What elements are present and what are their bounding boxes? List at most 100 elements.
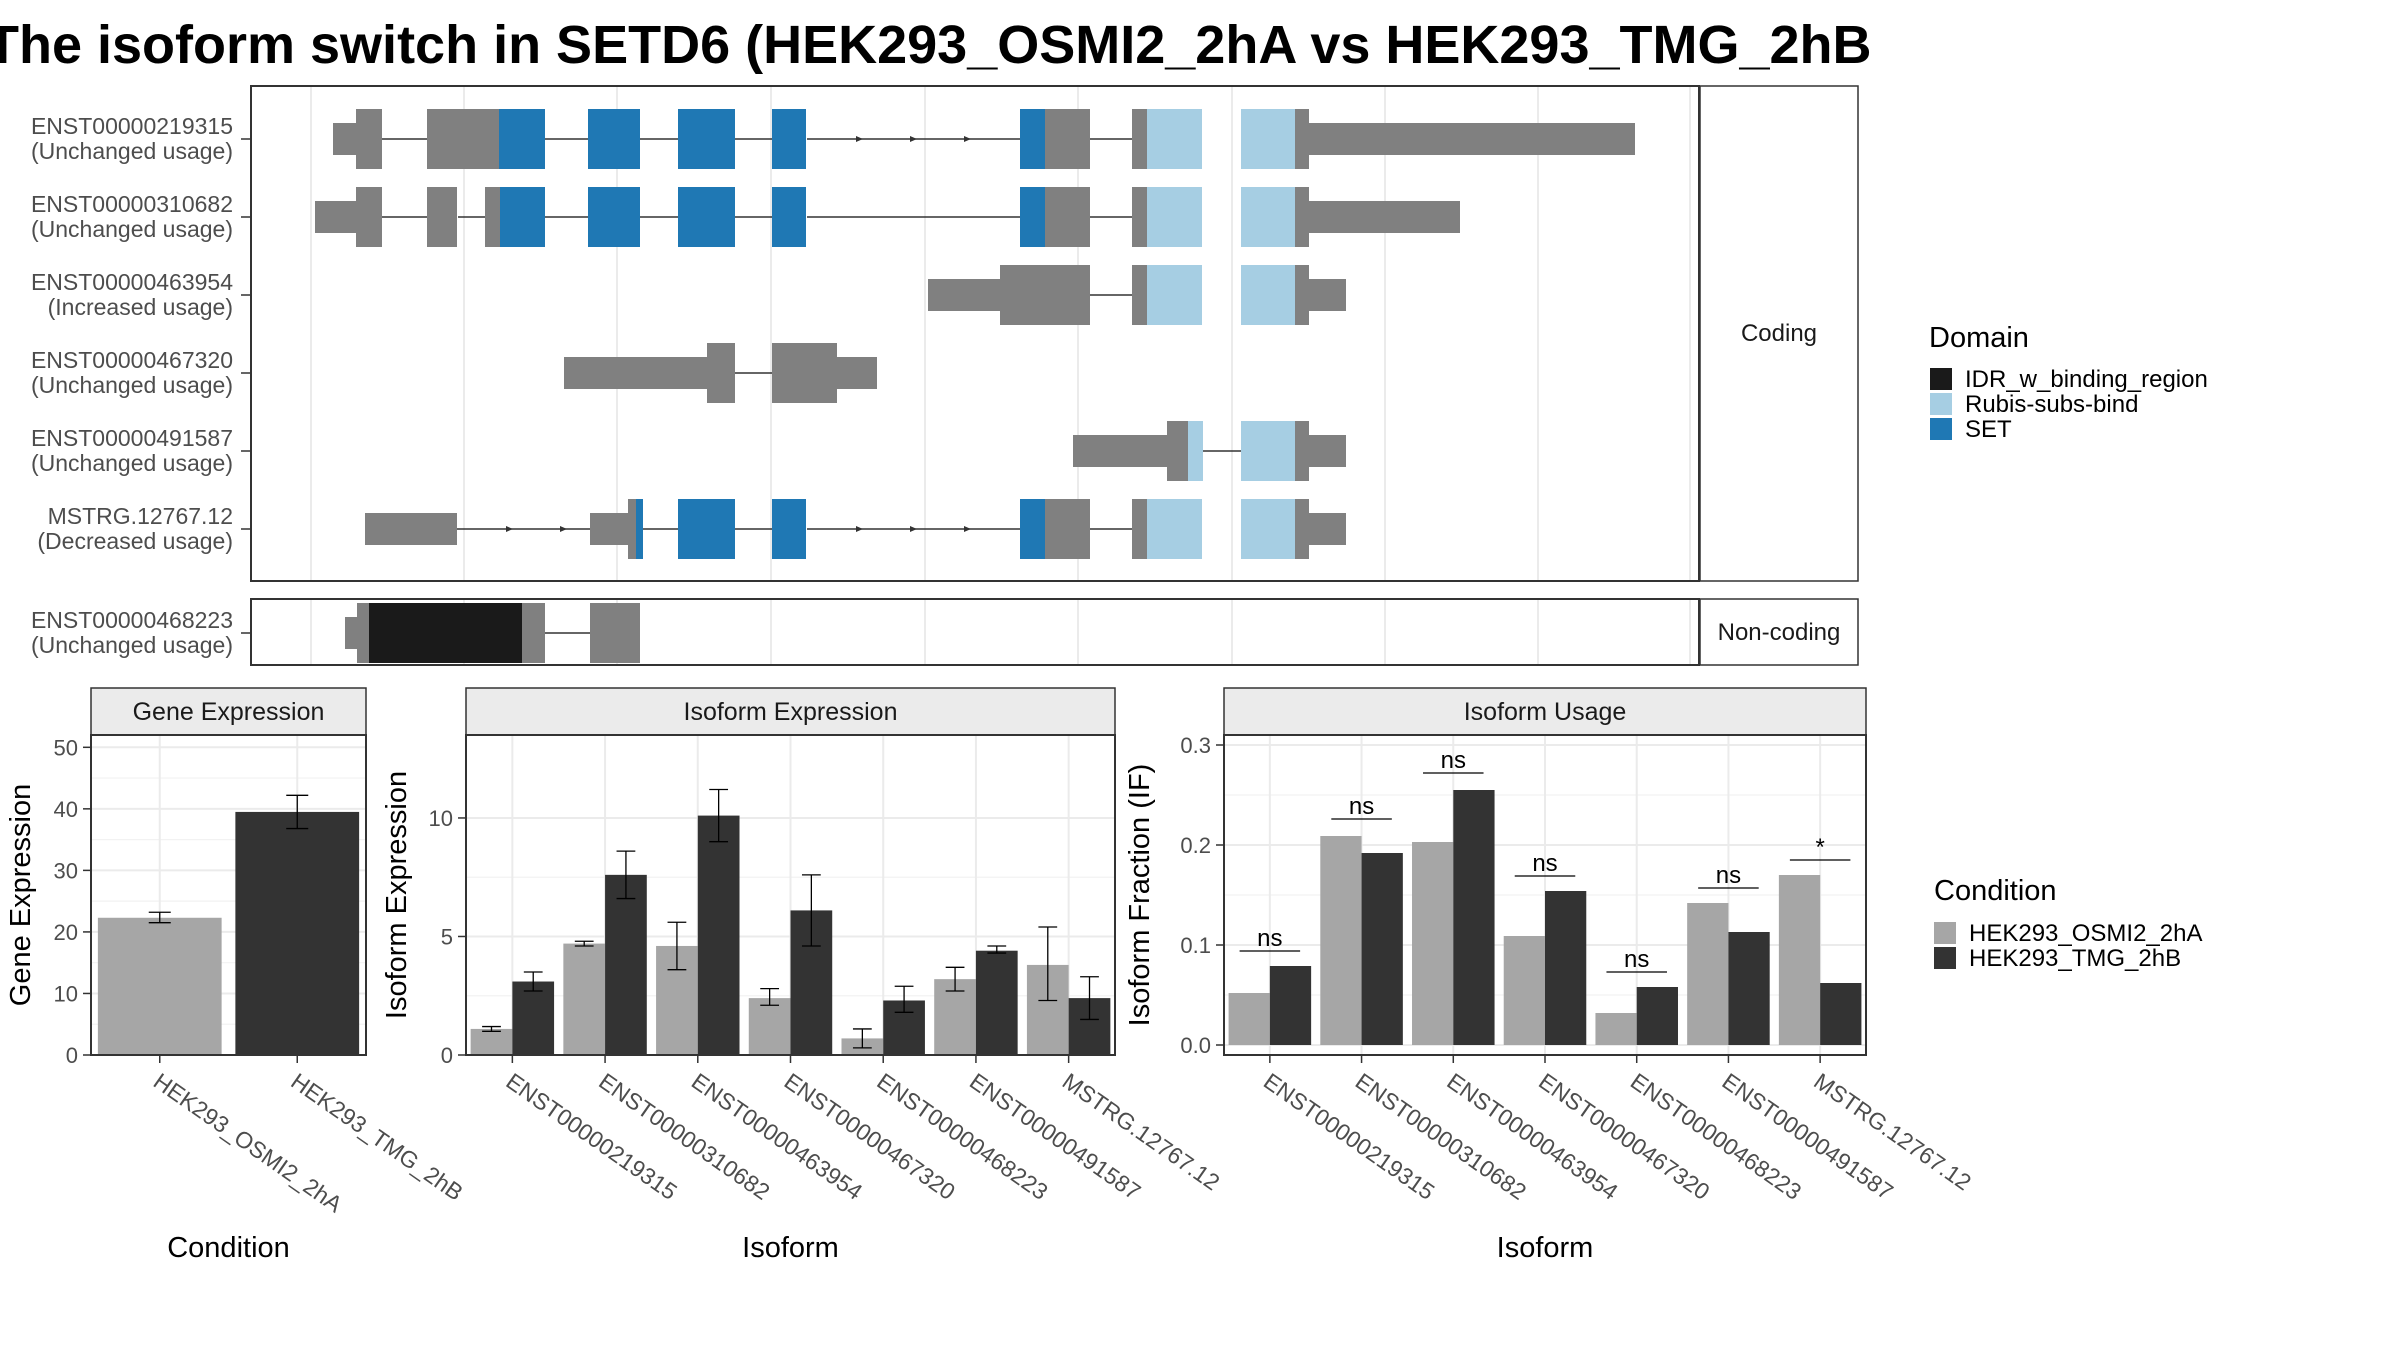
x-tick-label: ENST00000463954 [1442,1068,1623,1205]
y-tick-label: 20 [54,920,78,945]
exon-block [928,279,1000,311]
panel-frame [465,734,1116,1056]
transcript-row-MSTRG.12767.12 [365,499,1346,559]
bar [563,943,606,1055]
bar [97,917,222,1055]
domain-legend: Domain IDR_w_binding_regionRubis-subs-bin… [1929,322,2208,443]
transcript-row-ENST00000491587 [1073,421,1346,481]
exon-block [1073,435,1167,467]
bar [1778,875,1821,1045]
exon-block [1045,109,1090,169]
exon-block [427,109,499,169]
y-tick-label: 10 [54,981,78,1006]
isoform-usage-panel: Isoform Usage ns ENST00000219315 ns ENST0000… [1124,687,1976,1264]
domain-legend-key [1930,418,1952,440]
exon-block [628,499,636,559]
intron-arrow [856,526,863,532]
bar [1636,987,1678,1045]
exon-block [590,513,628,545]
exon-block [1295,265,1309,325]
rubis-domain-block [1241,421,1295,481]
y-tick-label: 0 [66,1043,78,1068]
y-tick-label: 0 [441,1043,453,1068]
isoform-usage-label: (Unchanged usage) [31,632,233,658]
noncoding-strip [1699,598,1859,666]
intron-arrow [964,526,971,532]
exon-block [1295,499,1309,559]
x-axis-title: Isoform [1497,1232,1594,1264]
domain-legend-title: Domain [1929,322,2029,354]
bar [235,811,360,1055]
panel-title: Isoform Expression [684,698,898,726]
exon-block [1309,201,1460,233]
isoform-label: MSTRG.12767.12 [48,503,233,529]
set-domain-block [500,187,545,247]
isoform-label: ENST00000468223 [31,607,233,633]
isoform-usage-label: (Unchanged usage) [31,450,233,476]
y-tick-label: 0.0 [1180,1033,1211,1058]
x-tick-label: MSTRG.12767.12 [1058,1068,1225,1196]
plot-title: The isoform switch in SETD6 (HEK293_OSMI… [0,15,1870,75]
bar [1595,1013,1637,1045]
bar [605,874,647,1055]
set-domain-block [772,499,806,559]
exon-block [707,343,735,403]
exon-block [1309,435,1346,467]
rubis-domain-block [1147,109,1202,169]
exon-block [1132,499,1147,559]
exon-block [345,617,357,649]
bar [1687,903,1729,1045]
y-tick-label: 10 [429,806,453,831]
x-axis-title: Condition [167,1232,290,1264]
x-tick-label: ENST00000468223 [1626,1068,1806,1205]
bar [934,979,976,1055]
exon-block [357,603,369,663]
condition-legend-label: HEK293_OSMI2_2hA [1969,920,2202,947]
significance-label: ns [1441,747,1466,774]
transcript-row-ENST00000468223 [345,603,640,663]
bar [1228,993,1270,1045]
isoform-label: ENST00000491587 [31,425,233,451]
x-tick-label: ENST00000491587 [1718,1068,1898,1205]
transcript-row-ENST00000310682 [315,187,1460,247]
set-domain-block [636,499,643,559]
isoform-label: ENST00000310682 [31,191,233,217]
rubis-domain-block [1147,499,1202,559]
exon-block [1132,109,1147,169]
significance-label: ns [1349,793,1374,820]
x-tick-label: ENST00000310682 [1351,1068,1531,1205]
y-tick-label: 0.1 [1180,933,1211,958]
x-tick-label: ENST00000463954 [687,1068,868,1205]
y-tick-label: 50 [54,735,78,760]
y-tick-label: 40 [54,797,78,822]
intron-arrow [910,136,917,142]
set-domain-block [1020,187,1045,247]
isoform-usage-label: (Unchanged usage) [31,216,233,242]
exon-block [1309,123,1635,155]
isoform-usage-label: (Decreased usage) [37,528,233,554]
rubis-domain-block [1147,187,1202,247]
y-axis-title: Isoform Fraction (IF) [1124,764,1156,1027]
idr-domain-block [369,603,522,663]
bar [1453,790,1495,1045]
domain-legend-label: Rubis-subs-bind [1965,391,2138,418]
significance-label: ns [1624,946,1649,973]
bar [1320,836,1362,1045]
rubis-domain-block [1147,265,1202,325]
set-domain-block [678,109,735,169]
panel-strip [90,687,367,736]
panel-title: Gene Expression [133,698,325,726]
y-tick-label: 5 [441,924,453,949]
exon-block [356,109,382,169]
x-tick-label: ENST00000219315 [501,1068,681,1205]
y-axis-title: Isoform Expression [381,771,413,1019]
condition-legend-key [1934,922,1956,944]
bar [512,981,555,1055]
bar [1361,853,1403,1045]
x-tick-label: ENST00000219315 [1259,1068,1439,1205]
exon-block [1295,109,1309,169]
exon-block [1309,513,1346,545]
exon-block [590,603,640,663]
intron-arrow [910,526,917,532]
